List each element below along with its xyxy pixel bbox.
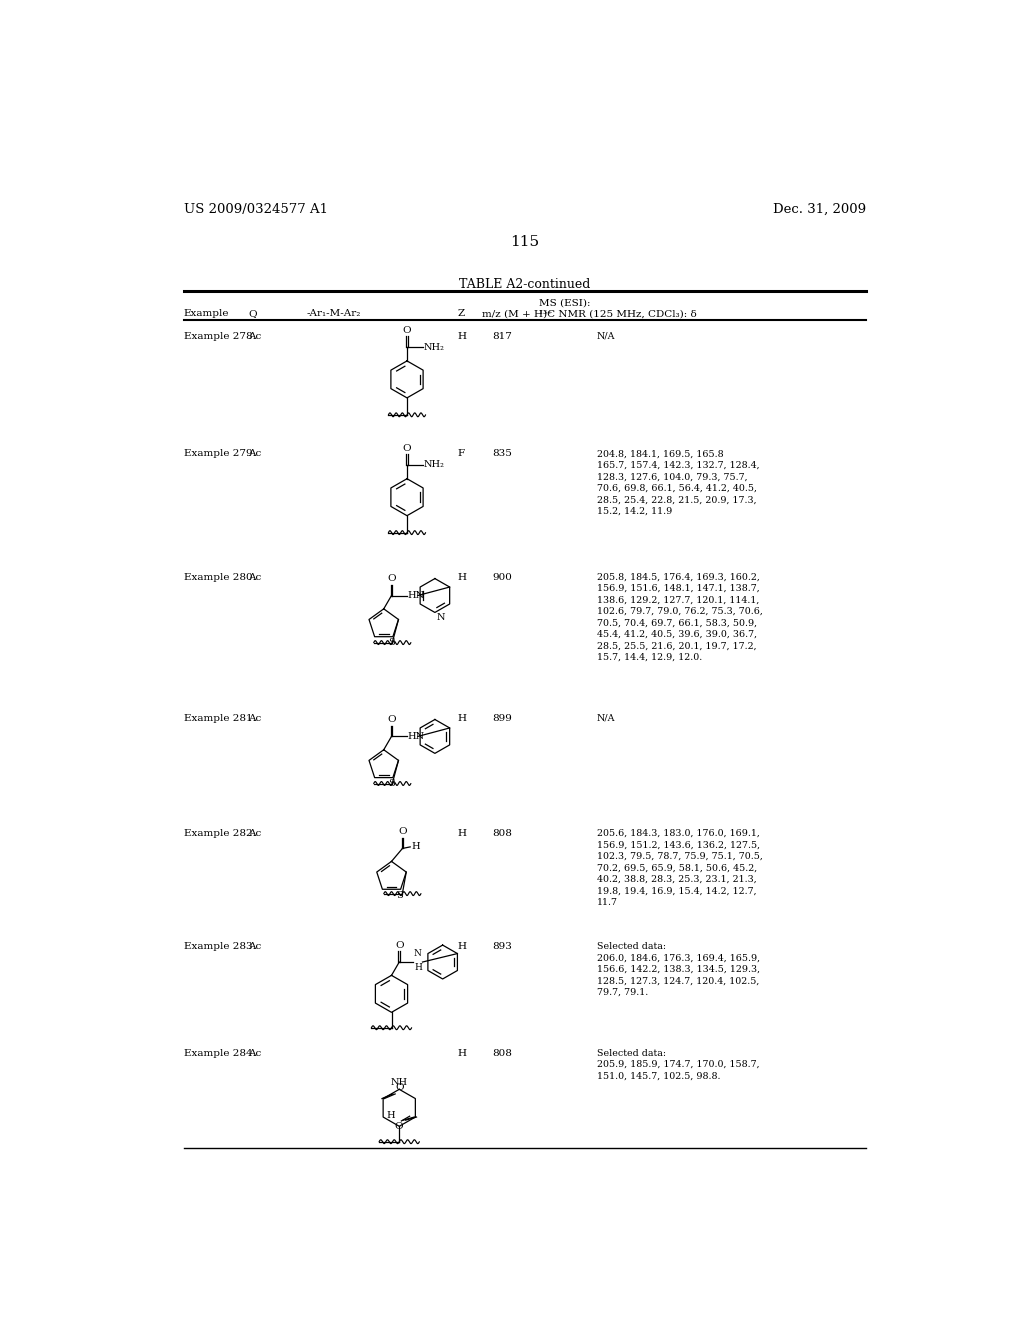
Text: HN: HN (408, 731, 425, 741)
Text: -Ar₁-M-Ar₂: -Ar₁-M-Ar₂ (306, 309, 360, 318)
Text: Example 281.: Example 281. (183, 714, 256, 722)
Text: Ac: Ac (248, 829, 261, 838)
Text: 205.6, 184.3, 183.0, 176.0, 169.1,
156.9, 151.2, 143.6, 136.2, 127.5,
102.3, 79.: 205.6, 184.3, 183.0, 176.0, 169.1, 156.9… (597, 829, 763, 907)
Text: Ac: Ac (248, 714, 261, 722)
Text: N/A: N/A (597, 714, 615, 722)
Text: NH₂: NH₂ (424, 461, 444, 470)
Text: Ac: Ac (248, 449, 261, 458)
Text: MS (ESI):: MS (ESI): (539, 298, 590, 308)
Text: O: O (395, 1084, 404, 1093)
Text: O: O (398, 828, 407, 836)
Text: S: S (395, 891, 402, 900)
Text: Z: Z (458, 309, 465, 318)
Text: Example: Example (183, 309, 229, 318)
Text: Example 284.: Example 284. (183, 1048, 256, 1057)
Text: ¹³C NMR (125 MHz, CDCl₃): δ: ¹³C NMR (125 MHz, CDCl₃): δ (539, 309, 696, 318)
Text: S: S (388, 779, 394, 788)
Text: O: O (387, 574, 396, 583)
Text: 817: 817 (493, 331, 512, 341)
Text: O: O (387, 715, 396, 725)
Text: 204.8, 184.1, 169.5, 165.8
165.7, 157.4, 142.3, 132.7, 128.4,
128.3, 127.6, 104.: 204.8, 184.1, 169.5, 165.8 165.7, 157.4,… (597, 449, 760, 516)
Text: 893: 893 (493, 942, 512, 952)
Text: S: S (388, 639, 394, 647)
Text: 808: 808 (493, 1048, 512, 1057)
Text: US 2009/0324577 A1: US 2009/0324577 A1 (183, 203, 328, 216)
Text: Selected data:
205.9, 185.9, 174.7, 170.0, 158.7,
151.0, 145.7, 102.5, 98.8.: Selected data: 205.9, 185.9, 174.7, 170.… (597, 1048, 760, 1080)
Text: O: O (402, 444, 412, 453)
Text: TABLE A2-continued: TABLE A2-continued (459, 277, 591, 290)
Text: 115: 115 (510, 235, 540, 249)
Text: Example 280.: Example 280. (183, 573, 256, 582)
Text: Example 278.: Example 278. (183, 331, 256, 341)
Text: 900: 900 (493, 573, 512, 582)
Text: Example 283.: Example 283. (183, 942, 256, 952)
Text: Dec. 31, 2009: Dec. 31, 2009 (773, 203, 866, 216)
Text: H: H (458, 942, 466, 952)
Text: NH: NH (391, 1078, 408, 1088)
Text: H: H (458, 573, 466, 582)
Text: O: O (394, 1122, 403, 1131)
Text: H: H (458, 714, 466, 722)
Text: NH₂: NH₂ (424, 343, 444, 351)
Text: HN: HN (408, 591, 425, 601)
Text: Example 279.: Example 279. (183, 449, 256, 458)
Text: O: O (395, 941, 403, 949)
Text: Example 282.: Example 282. (183, 829, 256, 838)
Text: m/z (M + H)⁺: m/z (M + H)⁺ (482, 309, 553, 318)
Text: F: F (458, 449, 465, 458)
Text: H: H (412, 842, 421, 851)
Text: N: N (436, 614, 445, 622)
Text: H: H (414, 962, 422, 972)
Text: Selected data:
206.0, 184.6, 176.3, 169.4, 165.9,
156.6, 142.2, 138.3, 134.5, 12: Selected data: 206.0, 184.6, 176.3, 169.… (597, 942, 760, 997)
Text: N: N (414, 949, 422, 958)
Text: Ac: Ac (248, 942, 261, 952)
Text: H: H (458, 331, 466, 341)
Text: H: H (386, 1111, 395, 1119)
Text: 835: 835 (493, 449, 512, 458)
Text: Ac: Ac (248, 573, 261, 582)
Text: N/A: N/A (597, 331, 615, 341)
Text: O: O (402, 326, 412, 335)
Text: H: H (458, 1048, 466, 1057)
Text: Ac: Ac (248, 1048, 261, 1057)
Text: 205.8, 184.5, 176.4, 169.3, 160.2,
156.9, 151.6, 148.1, 147.1, 138.7,
138.6, 129: 205.8, 184.5, 176.4, 169.3, 160.2, 156.9… (597, 573, 763, 661)
Text: 899: 899 (493, 714, 512, 722)
Text: H: H (458, 829, 466, 838)
Text: 808: 808 (493, 829, 512, 838)
Text: Ac: Ac (248, 331, 261, 341)
Text: Q: Q (248, 309, 257, 318)
